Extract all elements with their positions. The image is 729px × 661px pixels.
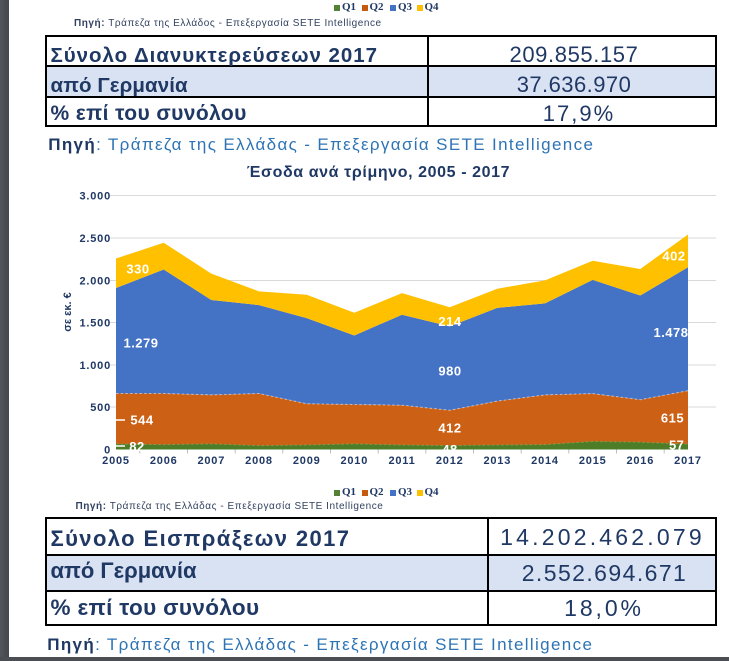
svg-text:2.500: 2.500	[79, 233, 111, 245]
svg-text:2007: 2007	[197, 455, 225, 467]
svg-text:2006: 2006	[150, 455, 178, 467]
svg-text:1.000: 1.000	[79, 360, 111, 372]
svg-text:2016: 2016	[626, 455, 654, 467]
svg-text:544: 544	[130, 413, 153, 428]
svg-text:214: 214	[438, 314, 461, 329]
svg-text:σε εκ. €: σε εκ. €	[62, 292, 74, 331]
svg-text:2014: 2014	[531, 455, 559, 467]
svg-text:0: 0	[104, 445, 111, 457]
svg-text:2017: 2017	[674, 455, 702, 467]
svg-text:2015: 2015	[579, 455, 607, 467]
svg-text:500: 500	[90, 402, 111, 414]
svg-text:402: 402	[662, 249, 685, 264]
svg-text:2012: 2012	[436, 455, 464, 467]
svg-text:2005: 2005	[102, 455, 130, 467]
svg-text:1.500: 1.500	[79, 318, 111, 330]
svg-text:2008: 2008	[245, 455, 273, 467]
svg-text:48: 48	[442, 442, 457, 457]
svg-text:2011: 2011	[388, 455, 415, 467]
svg-text:980: 980	[438, 363, 461, 378]
svg-text:57: 57	[669, 438, 684, 453]
svg-text:330: 330	[126, 262, 149, 277]
svg-text:2.000: 2.000	[79, 276, 111, 288]
svg-text:412: 412	[438, 421, 461, 436]
svg-text:2009: 2009	[293, 455, 321, 467]
svg-text:2010: 2010	[340, 455, 368, 467]
svg-text:2013: 2013	[483, 455, 511, 467]
svg-text:615: 615	[661, 411, 684, 426]
svg-text:1.279: 1.279	[123, 335, 158, 350]
svg-text:3.000: 3.000	[79, 191, 111, 203]
svg-text:1.478: 1.478	[653, 325, 688, 340]
svg-text:82: 82	[129, 439, 144, 454]
